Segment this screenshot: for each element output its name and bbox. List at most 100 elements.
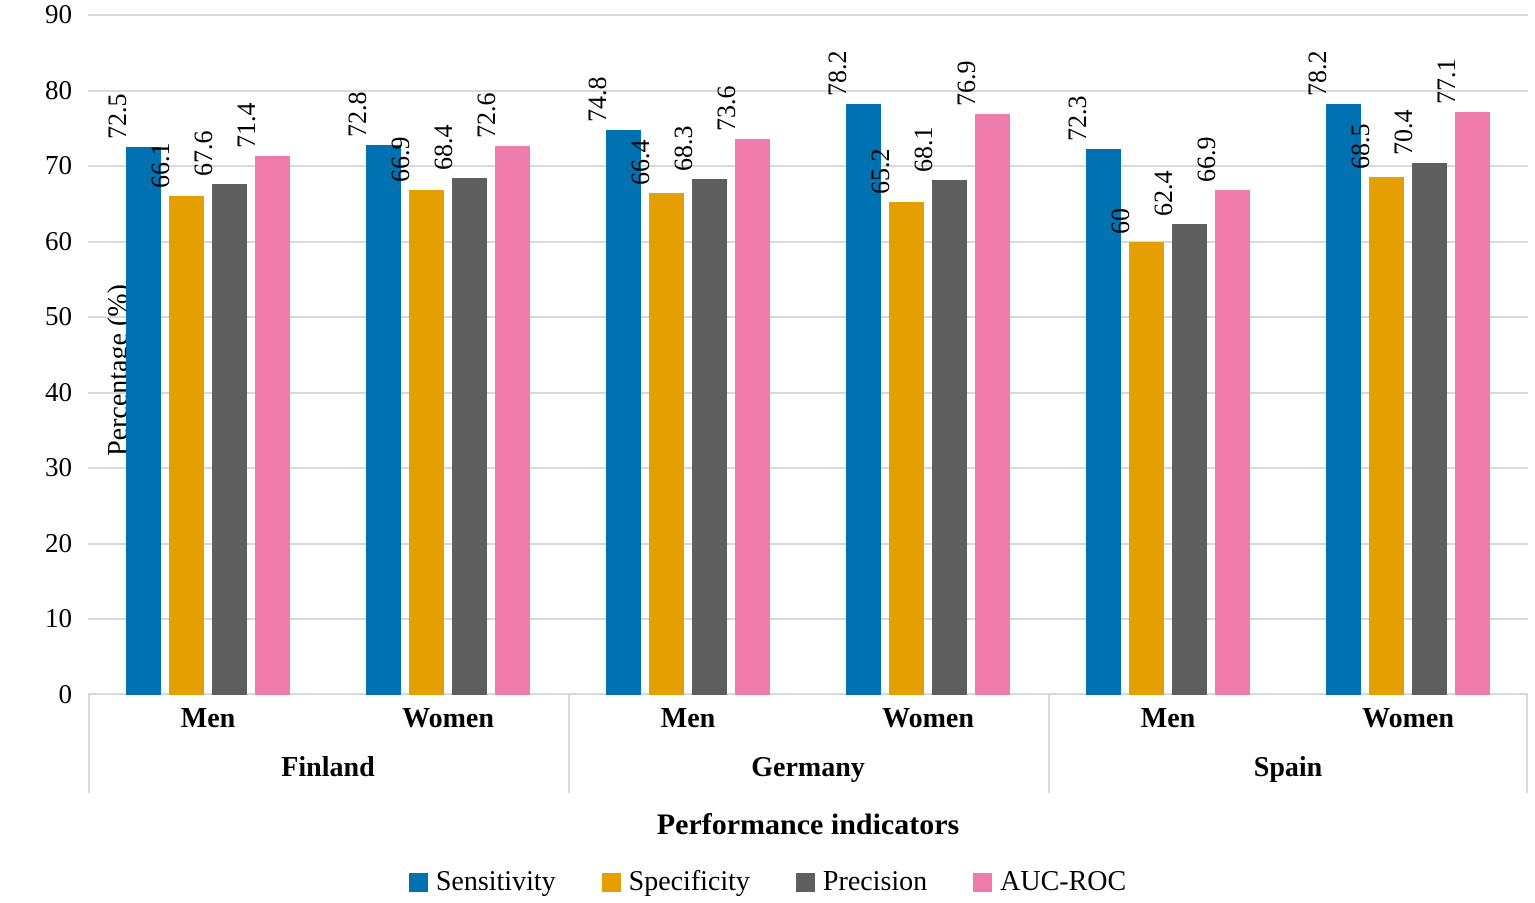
bar-auc-roc-spain-women	[1455, 112, 1490, 695]
gridline	[88, 618, 1528, 621]
bar-specificity-spain-men	[1129, 241, 1164, 695]
bar-value-label: 66.9	[385, 136, 415, 182]
gridline	[88, 165, 1528, 168]
bar-value-label: 65.2	[865, 148, 895, 195]
bar-value-label: 68.5	[1345, 123, 1375, 170]
x-label-finland: Finland	[281, 752, 375, 783]
bar-value-label: 78.2	[1302, 50, 1332, 97]
bar-sensitivity-finland-men	[126, 147, 161, 695]
group-divider	[1048, 695, 1050, 793]
bar-value-label: 66.4	[625, 139, 655, 186]
legend-label: Specificity	[628, 866, 750, 897]
x-label-spain: Spain	[1253, 752, 1323, 783]
bar-specificity-germany-men	[649, 193, 684, 695]
bar-sensitivity-spain-men	[1086, 148, 1121, 695]
bar-value-label: 62.4	[1148, 170, 1178, 216]
y-tick-label: 10	[45, 603, 72, 634]
bar-precision-germany-women	[932, 180, 967, 695]
bar-value-label: 78.2	[822, 50, 852, 97]
bar-sensitivity-germany-men	[606, 129, 641, 695]
y-tick-label: 70	[45, 150, 72, 181]
gridline	[88, 89, 1528, 92]
y-tick-label: 50	[45, 301, 72, 332]
legend-item-sensitivity: Sensitivity	[408, 866, 556, 897]
bar-auc-roc-finland-men	[255, 155, 290, 695]
x-label-finland-men: Men	[180, 703, 236, 734]
bar-specificity-finland-men	[169, 195, 204, 695]
y-tick-label: 60	[45, 225, 72, 256]
bar-auc-roc-germany-women	[975, 113, 1010, 695]
group-divider	[88, 695, 90, 793]
x-axis-title: Performance indicators	[656, 808, 960, 841]
y-tick-label: 0	[58, 679, 73, 709]
bar-value-label: 74.8	[582, 76, 612, 122]
legend-swatch-sensitivity	[408, 872, 428, 892]
x-axis-line	[88, 693, 1528, 695]
x-axis-table: Men Women Men Women Men Women Finland Germany S…	[88, 695, 1528, 793]
legend-item-specificity: Specificity	[601, 866, 750, 897]
bar-value-label: 72.3	[1062, 95, 1092, 141]
bar-value-label: 70.4	[1388, 109, 1418, 156]
x-label-spain-women: Women	[1362, 703, 1454, 734]
gridline	[88, 391, 1528, 394]
gridline	[88, 542, 1528, 545]
bar-sensitivity-finland-women	[366, 144, 401, 695]
legend-label: Precision	[822, 866, 928, 897]
gridline	[88, 14, 1528, 16]
x-label-germany: Germany	[751, 752, 865, 783]
x-label-germany-women: Women	[882, 703, 974, 734]
gridline	[88, 316, 1528, 319]
bar-sensitivity-spain-women	[1326, 104, 1361, 695]
gender-row: Men Women Men Women Men Women	[88, 695, 1528, 743]
bar-value-label: 72.5	[102, 93, 132, 140]
legend-label: Sensitivity	[435, 866, 556, 897]
legend: Sensitivity Specificity Precision AUC-ROC	[0, 868, 1535, 896]
bar-precision-spain-women	[1412, 163, 1447, 695]
bar-specificity-germany-women	[889, 202, 924, 695]
legend-item-auc-roc: AUC-ROC	[973, 868, 1126, 896]
bar-auc-roc-spain-men	[1215, 189, 1250, 695]
bar-precision-germany-men	[692, 178, 727, 695]
legend-swatch-precision	[795, 872, 815, 892]
bar-value-label: 60	[1105, 207, 1135, 234]
x-label-finland-women: Women	[402, 703, 494, 734]
legend-swatch-specificity	[601, 872, 621, 892]
bar-value-label: 76.9	[951, 60, 981, 106]
bar-precision-finland-men	[212, 184, 247, 695]
bar-value-label: 77.1	[1431, 58, 1461, 105]
bar-auc-roc-finland-women	[495, 146, 530, 695]
legend-item-precision: Precision	[795, 866, 928, 897]
bar-value-label: 73.6	[711, 85, 741, 131]
bar-value-label: 68.4	[428, 124, 458, 171]
country-row: Finland Germany Spain	[88, 743, 1528, 793]
bar-value-label: 66.9	[1191, 136, 1221, 182]
y-tick-label: 80	[45, 74, 72, 105]
bar-value-label: 66.1	[145, 142, 175, 188]
bar-value-label: 68.3	[668, 125, 698, 171]
group-divider	[568, 695, 570, 793]
bar-specificity-finland-women	[409, 189, 444, 695]
bar-sensitivity-germany-women	[846, 104, 881, 695]
bar-auc-roc-germany-men	[735, 138, 770, 695]
bar-precision-finland-women	[452, 178, 487, 695]
y-tick-label: 40	[45, 376, 72, 407]
bar-specificity-spain-women	[1369, 177, 1404, 695]
y-tick-label: 90	[45, 0, 72, 29]
bar-value-label: 71.4	[231, 102, 261, 148]
x-label-germany-men: Men	[660, 703, 716, 734]
y-tick-label: 30	[45, 452, 72, 483]
bar-value-label: 72.8	[342, 91, 372, 137]
gridline	[88, 240, 1528, 243]
bar-precision-spain-men	[1172, 223, 1207, 695]
bar-value-label: 72.6	[471, 92, 501, 139]
x-label-spain-men: Men	[1140, 703, 1196, 734]
legend-label: AUC-ROC	[1000, 866, 1127, 897]
bar-value-label: 68.1	[908, 126, 938, 173]
gridline	[88, 467, 1528, 470]
bar-value-label: 67.6	[188, 130, 218, 177]
plot-area: Percentage (%) 0 10 20 30 40 50 60 70 80 90 72.5 66…	[45, 1, 1528, 708]
group-divider	[1526, 695, 1528, 793]
legend-swatch-auc-roc	[973, 872, 993, 892]
y-tick-label: 20	[45, 527, 72, 558]
